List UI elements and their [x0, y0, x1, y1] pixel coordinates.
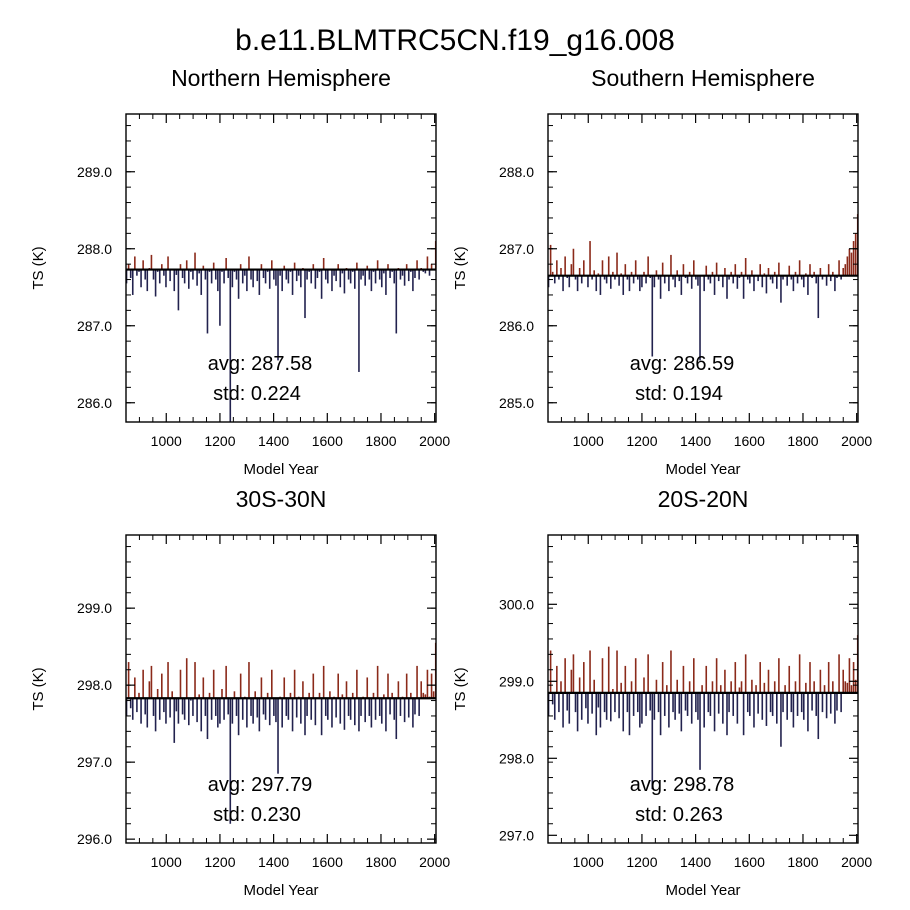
plot-frame [547, 113, 859, 423]
data-series [126, 241, 436, 422]
x-tick-label: 1200 [204, 433, 235, 449]
panel-2: Southern Hemisphere 1000 1200 1400 1600 1800 2… [452, 65, 872, 478]
y-tick-label: 299.0 [77, 600, 112, 616]
x-axis-label: Model Year [665, 882, 740, 899]
y-axis-label: TS (K) [452, 667, 469, 710]
x-tick-label: 1800 [365, 433, 396, 449]
y-axis-label: TS (K) [30, 246, 47, 289]
panel-3: 30S-30N 1000 1200 1400 1600 1800 2000 296.0 297.… [30, 486, 450, 899]
x-tick-label: 1000 [573, 433, 604, 449]
avg-label: avg: 297.79 [208, 774, 313, 796]
x-tick-label: 1800 [787, 854, 818, 870]
x-tick-label: 2000 [419, 854, 450, 870]
x-tick-label: 1400 [680, 854, 711, 870]
avg-label: avg: 287.58 [208, 353, 313, 375]
panel-title: Southern Hemisphere [591, 65, 815, 91]
plot-frame [125, 113, 437, 423]
x-tick-label: 1800 [365, 854, 396, 870]
x-axis-label: Model Year [665, 461, 740, 478]
panel-title: 30S-30N [236, 486, 327, 512]
x-tick-label: 1400 [258, 854, 289, 870]
y-tick-label: 287.0 [77, 318, 112, 334]
panel-4: 20S-20N 1000 1200 1400 1600 1800 2000 297.0 298.… [452, 486, 872, 899]
y-tick-label: 286.0 [77, 395, 112, 411]
avg-label: avg: 286.59 [630, 353, 735, 375]
y-tick-label: 288.0 [499, 164, 534, 180]
figure-title: b.e11.BLMTRC5CN.f19_g16.008 [235, 24, 675, 57]
std-label: std: 0.224 [213, 383, 301, 405]
plot-frame [125, 534, 437, 844]
y-tick-label: 288.0 [77, 241, 112, 257]
y-tick-label: 298.0 [77, 677, 112, 693]
x-tick-label: 1200 [626, 854, 657, 870]
y-tick-label: 286.0 [499, 318, 534, 334]
y-tick-label: 289.0 [77, 164, 112, 180]
panel-1: Northern Hemisphere 1000 1200 1400 1600 1800 2… [30, 65, 450, 478]
data-series [548, 635, 858, 790]
std-label: std: 0.230 [213, 804, 301, 826]
x-tick-label: 1600 [312, 854, 343, 870]
x-tick-label: 1800 [787, 433, 818, 449]
x-tick-label: 1400 [680, 433, 711, 449]
panel-title: Northern Hemisphere [171, 65, 391, 91]
x-tick-label: 1000 [573, 854, 604, 870]
x-tick-label: 2000 [841, 854, 872, 870]
x-tick-label: 1200 [626, 433, 657, 449]
x-axis-label: Model Year [243, 882, 318, 899]
x-tick-label: 1200 [204, 854, 235, 870]
x-tick-label: 2000 [419, 433, 450, 449]
y-tick-label: 287.0 [499, 241, 534, 257]
x-axis-label: Model Year [243, 461, 318, 478]
data-series [548, 214, 858, 361]
y-tick-label: 297.0 [77, 754, 112, 770]
x-tick-label: 2000 [841, 433, 872, 449]
std-label: std: 0.194 [635, 383, 723, 405]
y-tick-label: 297.0 [499, 827, 534, 843]
y-axis-label: TS (K) [30, 667, 47, 710]
x-tick-label: 1000 [151, 433, 182, 449]
plot-frame [547, 534, 859, 844]
data-series [126, 642, 436, 824]
panel-title: 20S-20N [658, 486, 749, 512]
y-tick-label: 300.0 [499, 596, 534, 612]
avg-label: avg: 298.78 [630, 774, 735, 796]
std-label: std: 0.263 [635, 804, 723, 826]
y-tick-label: 299.0 [499, 673, 534, 689]
y-tick-label: 285.0 [499, 395, 534, 411]
x-tick-label: 1600 [734, 433, 765, 449]
x-tick-label: 1000 [151, 854, 182, 870]
y-tick-label: 298.0 [499, 750, 534, 766]
x-tick-label: 1600 [312, 433, 343, 449]
y-tick-label: 296.0 [77, 831, 112, 847]
x-tick-label: 1400 [258, 433, 289, 449]
x-tick-label: 1600 [734, 854, 765, 870]
y-axis-label: TS (K) [452, 246, 469, 289]
